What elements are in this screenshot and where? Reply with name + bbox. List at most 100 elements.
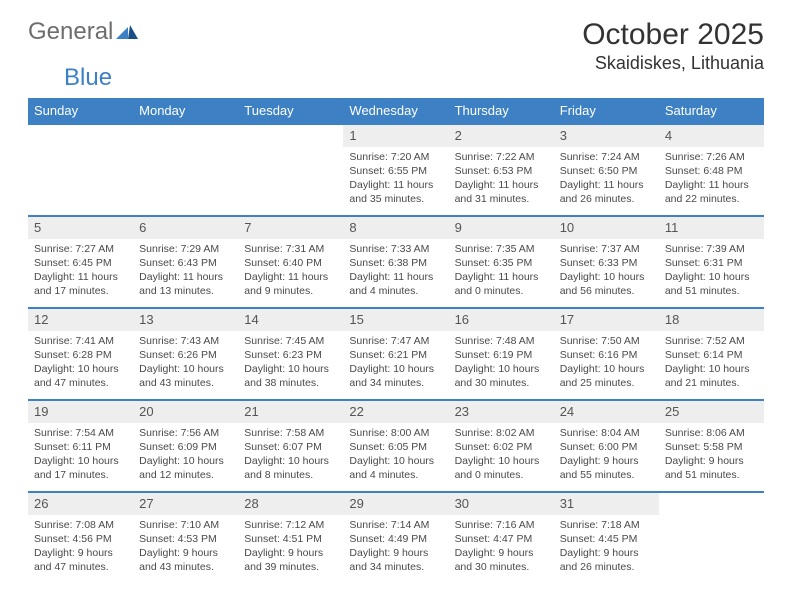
calendar-cell: 5Sunrise: 7:27 AMSunset: 6:45 PMDaylight… [28, 216, 133, 308]
sunrise-line: Sunrise: 7:22 AM [455, 151, 535, 163]
sunset-line: Sunset: 6:45 PM [34, 257, 112, 269]
sunset-line: Sunset: 6:11 PM [34, 441, 111, 453]
daylight-line: Daylight: 10 hours and 8 minutes. [244, 455, 329, 481]
sunset-line: Sunset: 6:26 PM [139, 349, 217, 361]
sunrise-line: Sunrise: 8:06 AM [665, 427, 745, 439]
calendar-page: General October 2025 Skaidiskes, Lithuan… [0, 0, 792, 583]
day-header: Saturday [659, 98, 764, 124]
location-label: Skaidiskes, Lithuania [582, 53, 764, 74]
sunrise-line: Sunrise: 7:14 AM [349, 519, 429, 531]
day-info: Sunrise: 7:39 AMSunset: 6:31 PMDaylight:… [659, 239, 764, 303]
daylight-line: Daylight: 10 hours and 34 minutes. [349, 363, 434, 389]
sunrise-line: Sunrise: 7:58 AM [244, 427, 324, 439]
day-number: 21 [238, 401, 343, 423]
calendar-cell: 24Sunrise: 8:04 AMSunset: 6:00 PMDayligh… [554, 400, 659, 492]
day-number: 12 [28, 309, 133, 331]
day-info: Sunrise: 7:43 AMSunset: 6:26 PMDaylight:… [133, 331, 238, 395]
daylight-line: Daylight: 11 hours and 35 minutes. [349, 179, 433, 205]
sunset-line: Sunset: 4:53 PM [139, 533, 217, 545]
sunset-line: Sunset: 6:35 PM [455, 257, 533, 269]
sunset-line: Sunset: 6:31 PM [665, 257, 743, 269]
sunrise-line: Sunrise: 7:54 AM [34, 427, 114, 439]
sunrise-line: Sunrise: 7:24 AM [560, 151, 640, 163]
sunset-line: Sunset: 6:21 PM [349, 349, 427, 361]
month-title: October 2025 [582, 18, 764, 51]
sunset-line: Sunset: 6:07 PM [244, 441, 322, 453]
calendar-cell: 9Sunrise: 7:35 AMSunset: 6:35 PMDaylight… [449, 216, 554, 308]
daylight-line: Daylight: 11 hours and 0 minutes. [455, 271, 539, 297]
daylight-line: Daylight: 9 hours and 43 minutes. [139, 547, 218, 573]
day-info: Sunrise: 7:47 AM Sunset: 6:21 PM Daylight:… [343, 331, 448, 395]
day-info: Sunrise: 7:58 AM Sunset: 6:07 PM Daylight:… [238, 423, 343, 487]
sunset-line: Sunset: 6:38 PM [349, 257, 427, 269]
sunset-line: Sunset: 4:47 PM [455, 533, 533, 545]
calendar-cell: 23Sunrise: 8:02 AMSunset: 6:02 PMDayligh… [449, 400, 554, 492]
daylight-line: Daylight: 10 hours and 0 minutes. [455, 455, 540, 481]
day-info: Sunrise: 7:08 AMSunset: 4:56 PMDaylight:… [28, 515, 133, 579]
day-info: Sunrise: 7:35 AM Sunset: 6:35 PM Daylight:… [449, 239, 554, 303]
calendar-cell: 4Sunrise: 7:26 AMSunset: 6:48 PMDaylight… [659, 124, 764, 216]
day-number: 15 [343, 309, 448, 331]
sunset-line: Sunset: 6:55 PM [349, 165, 427, 177]
sunrise-line: Sunrise: 7:29 AM [139, 243, 219, 255]
calendar-header-row: Sunday Monday Tuesday Wednesday Thursday… [28, 98, 764, 124]
calendar-cell: 27Sunrise: 7:10 AMSunset: 4:53 PMDayligh… [133, 492, 238, 583]
day-number: 24 [554, 401, 659, 423]
calendar-week-row: 26Sunrise: 7:08 AMSunset: 4:56 PMDayligh… [28, 492, 764, 583]
daylight-line: Daylight: 9 hours and 30 minutes. [455, 547, 534, 573]
title-block: October 2025 Skaidiskes, Lithuania [582, 18, 764, 74]
sunrise-line: Sunrise: 7:43 AM [139, 335, 219, 347]
calendar-cell: 20Sunrise: 7:56 AMSunset: 6:09 PMDayligh… [133, 400, 238, 492]
day-header: Monday [133, 98, 238, 124]
day-info: Sunrise: 7:48 AMSunset: 6:19 PMDaylight:… [449, 331, 554, 395]
daylight-line: Daylight: 11 hours and 26 minutes. [560, 179, 644, 205]
daylight-line: Daylight: 10 hours and 4 minutes. [349, 455, 434, 481]
calendar-cell: 11Sunrise: 7:39 AMSunset: 6:31 PMDayligh… [659, 216, 764, 308]
sunset-line: Sunset: 6:53 PM [455, 165, 533, 177]
day-info: Sunrise: 7:29 AMSunset: 6:43 PMDaylight:… [133, 239, 238, 303]
daylight-line: Daylight: 9 hours and 51 minutes. [665, 455, 744, 481]
day-number: 16 [449, 309, 554, 331]
calendar-cell: 15 Sunrise: 7:47 AM Sunset: 6:21 PM Dayligh… [343, 308, 448, 400]
sunset-line: Sunset: 6:19 PM [455, 349, 533, 361]
calendar-cell [133, 124, 238, 216]
daylight-line: Daylight: 9 hours and 26 minutes. [560, 547, 639, 573]
daylight-line: Daylight: 10 hours and 30 minutes. [455, 363, 540, 389]
day-number: 6 [133, 217, 238, 239]
calendar-cell: 6Sunrise: 7:29 AMSunset: 6:43 PMDaylight… [133, 216, 238, 308]
calendar-cell: 21 Sunrise: 7:58 AM Sunset: 6:07 PM Dayligh… [238, 400, 343, 492]
day-info: Sunrise: 8:00 AMSunset: 6:05 PMDaylight:… [343, 423, 448, 487]
sunrise-line: Sunrise: 7:16 AM [455, 519, 535, 531]
calendar-week-row: 12Sunrise: 7:41 AMSunset: 6:28 PMDayligh… [28, 308, 764, 400]
sunset-line: Sunset: 6:23 PM [244, 349, 322, 361]
calendar-week-row: 1Sunrise: 7:20 AMSunset: 6:55 PMDaylight… [28, 124, 764, 216]
calendar-cell: 13Sunrise: 7:43 AMSunset: 6:26 PMDayligh… [133, 308, 238, 400]
calendar-cell: 17Sunrise: 7:50 AMSunset: 6:16 PMDayligh… [554, 308, 659, 400]
sunrise-line: Sunrise: 7:27 AM [34, 243, 114, 255]
sunset-line: Sunset: 6:02 PM [455, 441, 533, 453]
sunset-line: Sunset: 4:56 PM [34, 533, 112, 545]
sunrise-line: Sunrise: 7:33 AM [349, 243, 429, 255]
sunrise-line: Sunrise: 7:47 AM [349, 335, 429, 347]
day-number: 2 [449, 125, 554, 147]
day-number: 23 [449, 401, 554, 423]
daylight-line: Daylight: 11 hours and 9 minutes. [244, 271, 328, 297]
day-info: Sunrise: 7:12 AMSunset: 4:51 PMDaylight:… [238, 515, 343, 579]
calendar-week-row: 5Sunrise: 7:27 AMSunset: 6:45 PMDaylight… [28, 216, 764, 308]
sunrise-line: Sunrise: 7:35 AM [455, 243, 535, 255]
sunrise-line: Sunrise: 7:10 AM [139, 519, 219, 531]
daylight-line: Daylight: 11 hours and 13 minutes. [139, 271, 223, 297]
day-header: Tuesday [238, 98, 343, 124]
day-number: 7 [238, 217, 343, 239]
sunset-line: Sunset: 4:49 PM [349, 533, 427, 545]
day-info: Sunrise: 8:06 AMSunset: 5:58 PMDaylight:… [659, 423, 764, 487]
daylight-line: Daylight: 10 hours and 56 minutes. [560, 271, 645, 297]
daylight-line: Daylight: 9 hours and 34 minutes. [349, 547, 428, 573]
logo-mark-icon [116, 21, 138, 46]
calendar-cell: 2Sunrise: 7:22 AMSunset: 6:53 PMDaylight… [449, 124, 554, 216]
sunset-line: Sunset: 4:45 PM [560, 533, 638, 545]
daylight-line: Daylight: 11 hours and 22 minutes. [665, 179, 749, 205]
sunset-line: Sunset: 6:50 PM [560, 165, 638, 177]
day-number: 29 [343, 493, 448, 515]
sunrise-line: Sunrise: 7:08 AM [34, 519, 114, 531]
